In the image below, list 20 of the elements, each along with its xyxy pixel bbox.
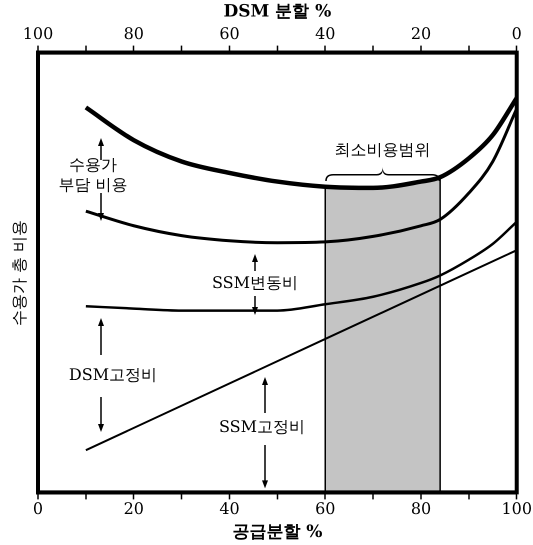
x2-tick-label: 100 <box>22 24 54 44</box>
x2-tick-label: 60 <box>219 24 240 44</box>
annotation: 수용가 부담 비용 <box>57 155 129 195</box>
x2-tick-label: 80 <box>124 24 144 44</box>
x-axis-title: 공급분할 % <box>232 522 322 542</box>
x-tick-label: 60 <box>315 499 336 518</box>
x2-tick-label: 40 <box>315 24 336 44</box>
annotation: SSM고정비 <box>218 417 306 437</box>
x-tick-label: 0 <box>32 499 44 518</box>
x-tick-label: 40 <box>219 499 240 518</box>
band-label: 최소비용범위 <box>334 140 431 160</box>
annotation: SSM변동비 <box>212 273 298 293</box>
x-tick-label: 80 <box>410 499 432 518</box>
x2-axis-title: DSM 분할 % <box>223 2 332 22</box>
x2-tick-label: 0 <box>512 24 522 44</box>
y-axis-title: 수용가 총 비용 <box>10 219 30 326</box>
x-tick-label: 20 <box>124 499 144 518</box>
x-tick-label: 100 <box>501 499 532 518</box>
x2-tick-label: 20 <box>410 24 432 44</box>
annotation: DSM고정비 <box>68 365 158 385</box>
